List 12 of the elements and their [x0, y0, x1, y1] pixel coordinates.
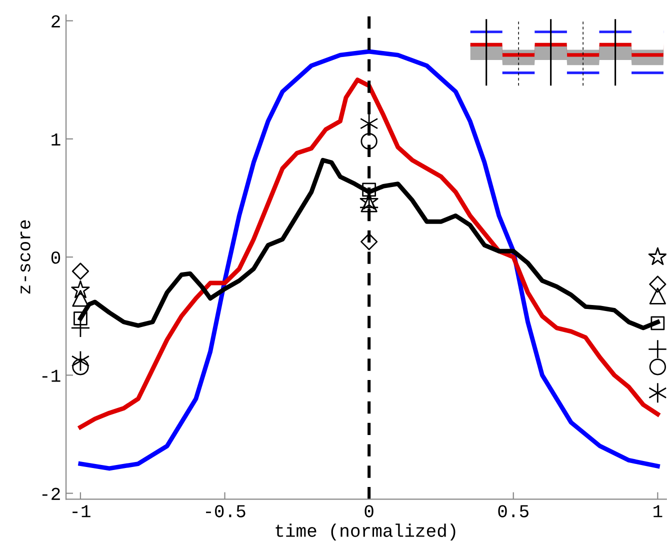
y-tick-label: 2: [52, 15, 60, 28]
x-tick-label: 0.5: [498, 505, 528, 518]
x-axis-title: time (normalized): [276, 524, 456, 541]
y-tick-label: -1: [42, 370, 60, 382]
y-tick-label: -2: [42, 488, 60, 500]
y-tick-label: 0: [51, 252, 60, 264]
x-tick-label: -0.5: [206, 505, 246, 518]
x-tick-label: 1: [654, 505, 662, 518]
y-tick-label: 1: [52, 134, 60, 146]
x-tick-label: 0: [364, 505, 374, 518]
x-tick-label: -1: [72, 505, 90, 518]
y-axis-title: z-score: [20, 220, 30, 294]
